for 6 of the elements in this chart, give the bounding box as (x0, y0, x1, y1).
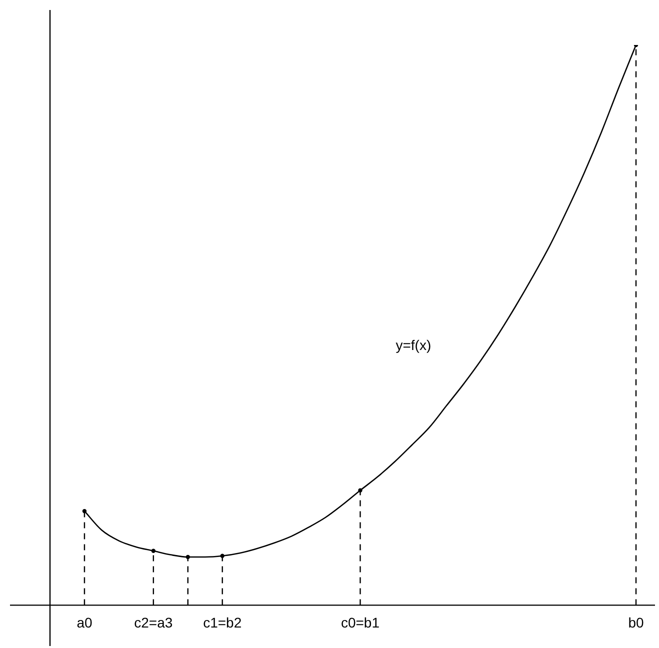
x-tick-label: b0 (628, 614, 644, 630)
x-tick-label: c1=b2 (203, 614, 242, 630)
annotation: y=f(x) (396, 337, 432, 354)
x-tick-label: c0=b1 (340, 614, 380, 630)
x-tick-label: a0 (76, 614, 92, 630)
x-tick-label: c2=a3 (134, 614, 173, 630)
